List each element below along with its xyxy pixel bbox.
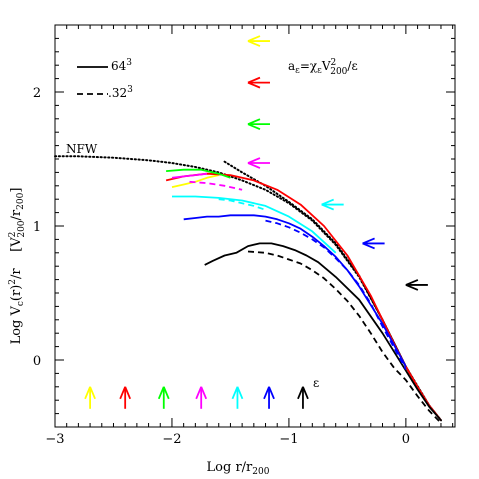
arrow-head-upper bbox=[321, 198, 335, 206]
series-line-5 bbox=[171, 172, 208, 179]
arrow-head-right bbox=[302, 386, 309, 400]
ticks: −3 −2 −1 0 0 1 2 bbox=[33, 24, 455, 447]
arrows bbox=[84, 35, 428, 409]
y-label-part: /r bbox=[9, 209, 24, 220]
series-line-10 bbox=[218, 198, 266, 211]
formula-part: =χ bbox=[300, 59, 318, 73]
x-axis-label-main: Log r/r bbox=[207, 460, 254, 475]
epsilon-arrow-4 bbox=[321, 198, 344, 211]
arrow-head-upper bbox=[247, 118, 261, 125]
x-axis-label: Log r/r200 bbox=[207, 460, 270, 477]
y-tick-label: 2 bbox=[33, 86, 41, 101]
arrow-head-left bbox=[157, 386, 165, 400]
x-axis-label-sub: 200 bbox=[252, 467, 269, 477]
bottom-arrow-0 bbox=[84, 386, 96, 409]
arrow-head-lower bbox=[247, 40, 261, 47]
y-label-part: 200 bbox=[16, 192, 26, 209]
y-label-part: (r) bbox=[9, 285, 24, 301]
bottom-arrow-4 bbox=[231, 386, 244, 409]
legend-label-64: 643 bbox=[111, 58, 132, 73]
series-line-8 bbox=[204, 242, 442, 421]
x-tick-label: 0 bbox=[402, 432, 410, 447]
arrow-head-upper bbox=[247, 76, 261, 84]
epsilon-arrow-3 bbox=[247, 157, 270, 169]
formula-part: ε bbox=[295, 66, 300, 76]
series-line-3 bbox=[165, 172, 442, 421]
arrow-head-left bbox=[231, 386, 239, 400]
arrow-head-left bbox=[119, 386, 127, 400]
epsilon-arrow-0 bbox=[247, 35, 270, 47]
formula-part: ε bbox=[317, 66, 322, 76]
formula-annotation: aε=χεV2 200/ε bbox=[288, 58, 358, 77]
arrow-head-right bbox=[124, 386, 132, 400]
legend: 643 .323 bbox=[77, 58, 133, 100]
arrow-head-upper bbox=[362, 237, 375, 245]
series-line-9 bbox=[189, 180, 243, 191]
series-line-11 bbox=[265, 219, 407, 370]
epsilon-label: ε bbox=[313, 376, 319, 390]
arrow-head-lower bbox=[247, 162, 261, 169]
bottom-arrow-3 bbox=[195, 386, 208, 409]
arrow-head-right bbox=[89, 386, 96, 400]
y-label-part: 200 bbox=[17, 220, 27, 237]
epsilon-arrow-2 bbox=[247, 118, 270, 130]
arrow-head-left bbox=[263, 386, 270, 400]
arrow-head-left bbox=[84, 386, 91, 400]
arrow-head-upper bbox=[247, 157, 261, 164]
x-tick-label: −2 bbox=[162, 432, 181, 447]
arrow-head-lower bbox=[362, 242, 375, 250]
legend-label-64-base: 64 bbox=[111, 59, 127, 73]
series-line-12 bbox=[247, 250, 442, 424]
nfw-label: NFW bbox=[66, 142, 98, 156]
arrow-head-right bbox=[162, 386, 170, 400]
x-tick-label: −1 bbox=[279, 432, 298, 447]
epsilon-arrow-1 bbox=[247, 76, 270, 89]
y-label-part: c bbox=[16, 301, 26, 306]
formula-part: /ε bbox=[347, 59, 357, 73]
arrow-head-right bbox=[236, 386, 244, 400]
epsilon-arrow-5 bbox=[362, 237, 385, 250]
formula-part: 2 bbox=[331, 58, 337, 68]
formula-part: 200 bbox=[330, 67, 347, 77]
series-line-6 bbox=[172, 195, 337, 254]
legend-label-32: .323 bbox=[108, 85, 133, 100]
arrow-head-upper bbox=[405, 279, 419, 286]
epsilon-arrow-6 bbox=[405, 279, 428, 291]
y-label-part: Log V bbox=[9, 306, 24, 345]
arrow-head-lower bbox=[405, 284, 419, 291]
bottom-arrow-2 bbox=[157, 386, 170, 409]
bottom-arrow-1 bbox=[119, 386, 132, 409]
arrow-head-upper bbox=[247, 35, 261, 42]
series-line-4 bbox=[166, 168, 231, 179]
arrow-head-left bbox=[195, 386, 203, 400]
y-axis-label: Log Vc(r)2/r [V2200/r200] bbox=[8, 188, 27, 345]
arrow-head-lower bbox=[247, 81, 261, 89]
bottom-arrow-5 bbox=[263, 386, 275, 409]
formula-part: V bbox=[321, 59, 331, 73]
formula-part: a bbox=[288, 59, 295, 73]
legend-label-32-base: .32 bbox=[108, 86, 127, 100]
bottom-arrow-6 bbox=[297, 386, 309, 409]
arrow-head-left bbox=[297, 386, 304, 400]
arrow-head-right bbox=[268, 386, 275, 400]
y-label-part: ] bbox=[9, 188, 24, 193]
curves bbox=[54, 155, 442, 424]
legend-label-64-sup: 3 bbox=[126, 58, 132, 68]
y-tick-label: 0 bbox=[33, 354, 41, 369]
arrow-head-lower bbox=[321, 203, 335, 211]
y-label-part: 2 bbox=[8, 232, 18, 238]
arrow-head-lower bbox=[247, 123, 261, 130]
legend-label-32-sup: 3 bbox=[127, 85, 133, 95]
x-tick-label: −3 bbox=[45, 432, 64, 447]
y-label-part: 2 bbox=[8, 279, 18, 285]
y-label-part: /r [V bbox=[9, 237, 24, 279]
y-tick-label: 1 bbox=[33, 220, 41, 235]
arrow-head-right bbox=[200, 386, 208, 400]
